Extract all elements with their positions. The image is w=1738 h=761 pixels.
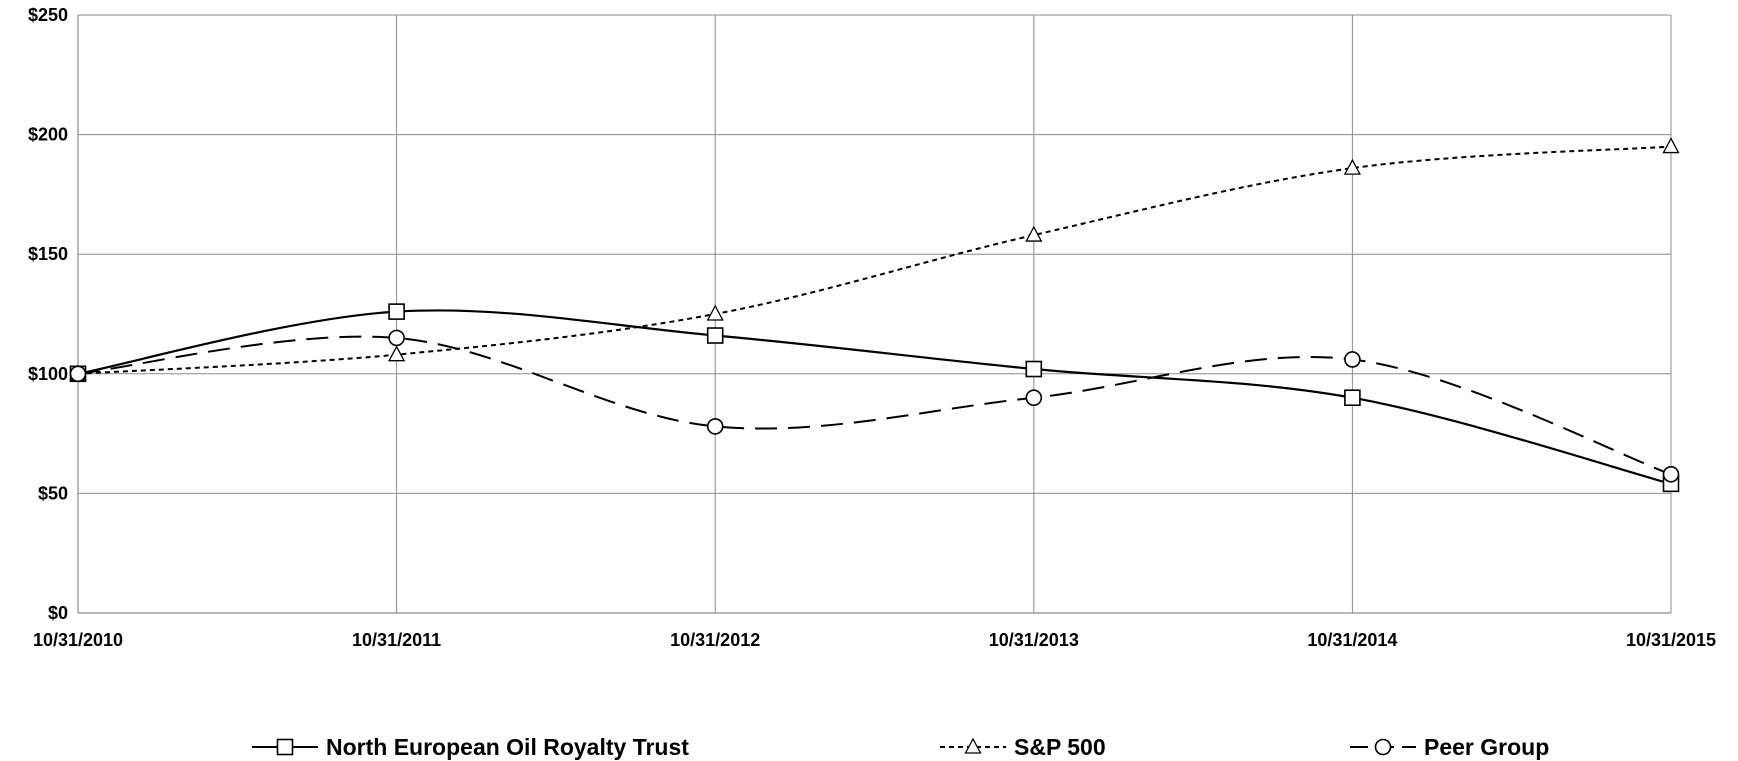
data-point-s-p-500 (706, 304, 724, 321)
series-lines (77, 145, 1672, 485)
legend-marker (964, 737, 982, 754)
grid-lines (78, 14, 1672, 613)
data-point-peer-group (706, 418, 724, 435)
data-point-s-p-500 (388, 345, 406, 362)
legend-item-s-p-500: S&P 500 (940, 734, 1106, 760)
y-tick-label: $200 (28, 125, 68, 145)
x-tick-label: 10/31/2015 (1626, 630, 1716, 650)
axes (77, 15, 1671, 614)
x-tick-labels: 10/31/2010 10/31/2011 10/31/2012 10/31/2013… (33, 630, 1716, 650)
series-line-peer-group (77, 335, 1672, 476)
data-point-north-european-oil-royalty-trust (1025, 360, 1043, 378)
legend: North European Oil Royalty Trust S&P 500 P… (252, 734, 1549, 760)
data-point-peer-group (69, 365, 87, 383)
data-point-s-p-500 (1025, 225, 1043, 242)
legend-label: North European Oil Royalty Trust (326, 734, 689, 760)
x-tick-label: 10/31/2010 (33, 630, 123, 650)
data-point-s-p-500 (1343, 158, 1361, 175)
data-point-peer-group (388, 329, 405, 347)
legend-item-peer-group: Peer Group (1350, 734, 1549, 760)
x-tick-label: 10/31/2014 (1307, 630, 1397, 650)
series-markers (69, 137, 1680, 493)
data-point-north-european-oil-royalty-trust (388, 303, 405, 320)
legend-marker (1374, 738, 1392, 756)
series-line-north-european-oil-royalty-trust (77, 309, 1672, 485)
x-tick-label: 10/31/2011 (352, 630, 441, 650)
y-tick-label: $0 (48, 603, 68, 623)
data-point-north-european-oil-royalty-trust (706, 327, 724, 344)
data-point-north-european-oil-royalty-trust (1344, 389, 1361, 407)
data-point-s-p-500 (1662, 137, 1680, 154)
y-tick-label: $100 (28, 364, 68, 384)
series-line-s-p-500 (77, 145, 1672, 375)
data-point-peer-group (1344, 351, 1361, 368)
x-tick-label: 10/31/2012 (670, 630, 760, 650)
legend-item-north-european-oil-royalty-trust: North European Oil Royalty Trust (252, 734, 689, 760)
data-point-peer-group (1662, 465, 1680, 483)
legend-label: S&P 500 (1014, 734, 1106, 760)
y-tick-label: $250 (28, 5, 68, 25)
legend-marker (276, 738, 294, 756)
y-tick-label: $150 (28, 244, 68, 264)
x-tick-label: 10/31/2013 (989, 630, 1079, 650)
legend-label: Peer Group (1424, 734, 1549, 760)
y-tick-labels: $0 $50 $100 $150 $200 $250 (28, 5, 68, 623)
y-tick-label: $50 (38, 483, 68, 503)
data-point-peer-group (1025, 389, 1043, 407)
